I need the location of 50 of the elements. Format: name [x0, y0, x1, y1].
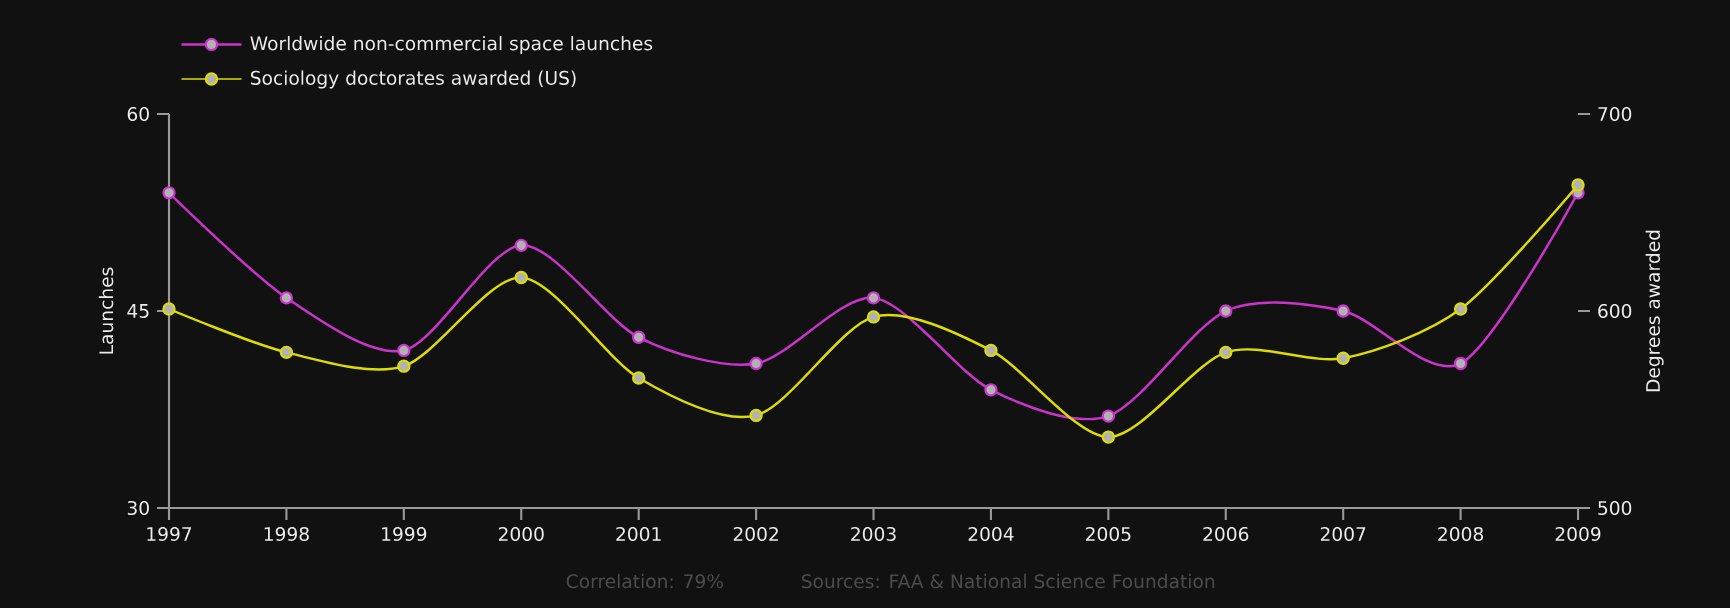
y-axis-title: Launches [98, 267, 114, 354]
legend-label: Worldwide non-commercial space launches [250, 35, 653, 54]
point [866, 310, 881, 324]
point [749, 356, 763, 371]
x-tick-label: 2005 [1086, 526, 1131, 542]
point [984, 343, 998, 358]
point [1336, 304, 1350, 318]
x-tick-label: 2006 [1203, 526, 1249, 542]
y2-tick-label: 700 [1598, 106, 1632, 122]
legend-label: Sociology doctorates awarded (US) [250, 70, 576, 89]
point [1453, 356, 1468, 371]
x-tick-label: 2007 [1320, 526, 1366, 542]
point [279, 291, 294, 305]
point [866, 291, 881, 305]
x-tick-label: 2002 [733, 526, 778, 542]
point [1453, 302, 1468, 316]
point [1571, 178, 1585, 192]
y-tick-label: 60 [127, 106, 149, 122]
point [162, 186, 176, 200]
y2-tick-label: 500 [1598, 500, 1632, 516]
point [749, 408, 763, 423]
point [514, 270, 528, 285]
point [279, 345, 294, 360]
x-tick-label: 2009 [1555, 526, 1601, 542]
x-tick-label: 1997 [147, 526, 192, 542]
point [162, 302, 176, 316]
x-tick-label: 1999 [382, 526, 427, 542]
point [984, 383, 998, 397]
text: Correlation: 79% [566, 573, 723, 589]
point [397, 343, 411, 358]
x-tick-label: 2008 [1438, 526, 1484, 542]
x-tick-label: 1998 [264, 526, 309, 542]
point [1101, 409, 1116, 423]
point [1336, 351, 1350, 365]
y2-axis-title: Degrees awarded [1645, 230, 1664, 392]
point [631, 371, 646, 385]
point [1219, 304, 1233, 318]
x-tick-label: 2003 [851, 526, 896, 542]
x-tick-label: 2000 [498, 526, 544, 542]
y-tick-label: 30 [127, 500, 149, 516]
point [631, 330, 646, 344]
point [1101, 430, 1116, 444]
source-note: Sources: FAA & National Science Foundation [801, 573, 1215, 589]
point [1219, 345, 1233, 360]
point [514, 238, 528, 253]
y-tick-label: 45 [127, 304, 149, 318]
y2-tick-label: 600 [1598, 303, 1632, 319]
x-tick-label: 2001 [616, 526, 661, 542]
point [397, 359, 411, 373]
x-tick-label: 2004 [968, 526, 1014, 542]
